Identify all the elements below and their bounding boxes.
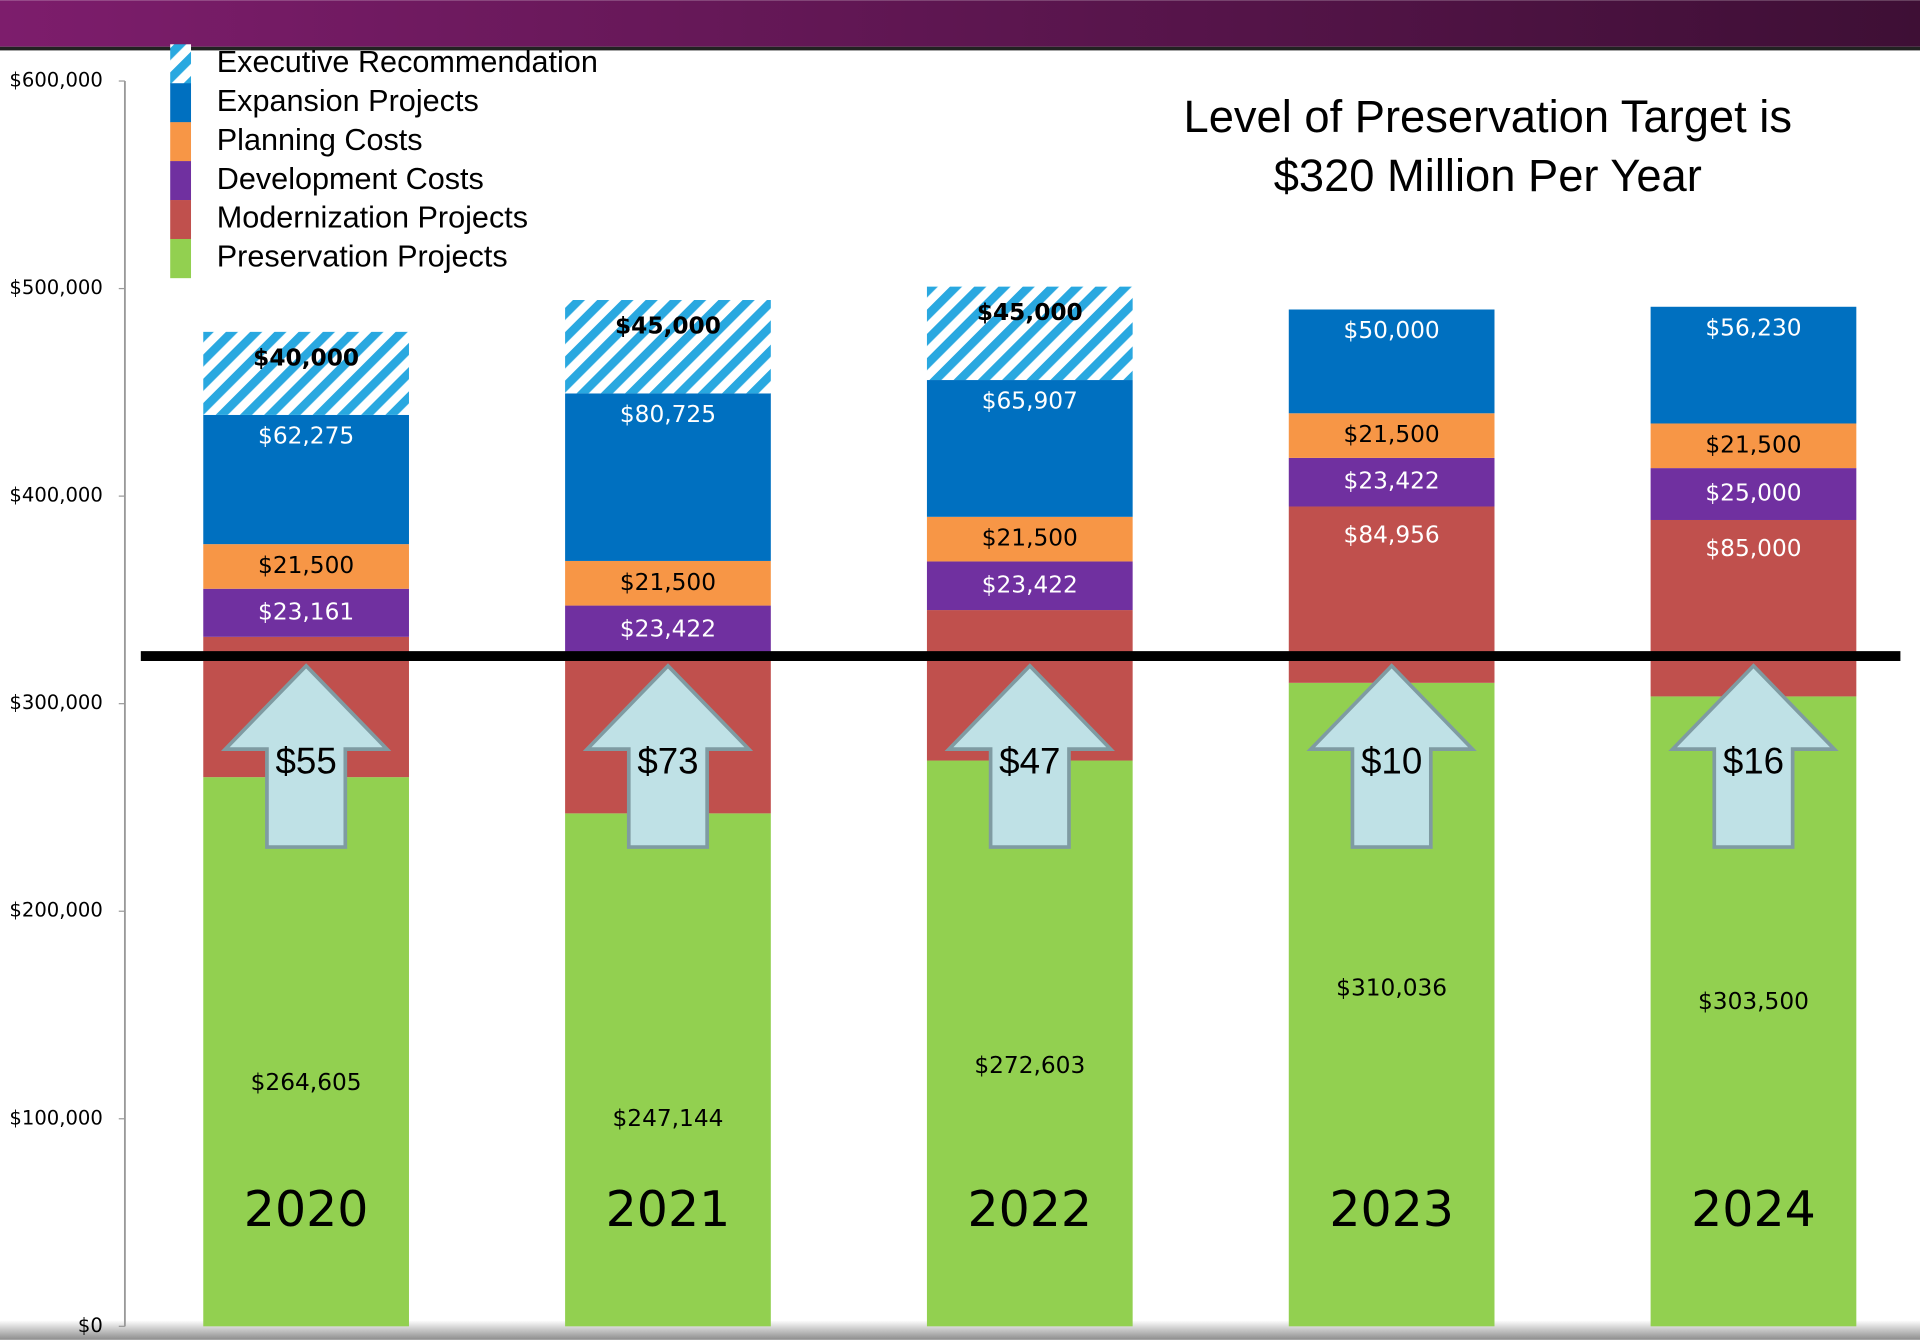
data-label: $85,000 [1705, 535, 1801, 562]
header-bar [0, 0, 1920, 47]
legend-swatch [170, 238, 192, 279]
category-label: 2023 [1329, 1181, 1454, 1238]
bar-segment [203, 544, 409, 589]
data-label: $21,500 [620, 569, 716, 596]
data-label: $25,000 [1705, 480, 1801, 507]
legend-label: Preservation Projects [217, 240, 508, 274]
category-label: 2021 [606, 1181, 731, 1238]
legend-swatch [170, 200, 192, 240]
legend-label: Development Costs [217, 162, 484, 196]
data-label: $45,000 [977, 299, 1083, 326]
y-tick-label: $600,000 [9, 69, 102, 92]
bar-segment [926, 380, 1133, 517]
data-label: $21,500 [258, 552, 354, 579]
y-tick-label: $400,000 [9, 484, 102, 507]
arrow-label: $55 [275, 740, 336, 781]
bar-segment [203, 777, 409, 1327]
data-label: $21,500 [1344, 421, 1440, 448]
arrow [1306, 663, 1477, 849]
legend-swatch [170, 44, 192, 84]
bar-segment [926, 286, 1133, 381]
bar-segment [1288, 309, 1495, 414]
data-label: $247,144 [612, 1105, 723, 1132]
annotation: $320 Million Per Year [1274, 150, 1702, 201]
legend-swatch [170, 122, 192, 162]
category-label: 2020 [244, 1181, 369, 1238]
data-label: $23,422 [1344, 468, 1440, 495]
bar-segment [203, 588, 409, 637]
header-rule [0, 46, 1920, 51]
data-label: $23,161 [258, 598, 354, 625]
arrow [944, 663, 1115, 849]
arrow-label: $73 [637, 740, 698, 781]
y-tick-label: $100,000 [9, 1106, 102, 1129]
y-tick-label: $0 [78, 1314, 103, 1337]
data-label: $310,036 [1336, 974, 1447, 1001]
data-label: $50,000 [1344, 317, 1440, 344]
data-label: $23,422 [982, 571, 1078, 598]
legend-swatch [170, 161, 192, 201]
legend-label: Modernization Projects [217, 201, 528, 235]
data-label: $45,000 [615, 312, 721, 339]
bar-segment [565, 605, 771, 655]
data-label: $80,725 [620, 401, 716, 428]
bar-segment [926, 561, 1133, 611]
data-label: $23,422 [620, 615, 716, 642]
legend-label: Expansion Projects [217, 84, 479, 118]
bar-segment [565, 300, 771, 394]
y-tick-label: $200,000 [9, 899, 102, 922]
data-label: $303,500 [1698, 988, 1809, 1015]
data-label: $56,230 [1705, 314, 1801, 341]
bar-segment [1288, 457, 1495, 507]
bar-segment [565, 560, 771, 606]
category-label: 2024 [1691, 1181, 1816, 1238]
data-label: $272,603 [974, 1052, 1085, 1079]
data-label: $62,275 [258, 422, 354, 449]
arrow [582, 663, 754, 849]
legend-label: Planning Costs [217, 123, 423, 157]
data-label: $21,500 [982, 525, 1078, 552]
arrow-label: $47 [999, 740, 1060, 781]
bar-segment [203, 414, 409, 545]
bar-segment [1650, 423, 1857, 469]
data-label: $264,605 [251, 1069, 362, 1096]
legend-label: Executive Recommendation [217, 45, 598, 79]
category-label: 2022 [967, 1181, 1092, 1238]
y-tick-label: $300,000 [9, 691, 102, 714]
annotation: Level of Preservation Target is [1184, 91, 1792, 142]
arrow-label: $16 [1723, 740, 1784, 781]
bar-segment [565, 813, 771, 1327]
arrow [220, 663, 392, 849]
bar-segment [926, 760, 1133, 1327]
arrow [1668, 663, 1839, 849]
data-label: $40,000 [253, 344, 359, 371]
bar-segment [203, 331, 409, 415]
bar-segment [565, 393, 771, 561]
bar-segment [1288, 413, 1495, 458]
legend-swatch [170, 83, 192, 123]
data-label: $65,907 [982, 388, 1078, 415]
data-label: $21,500 [1705, 431, 1801, 458]
bar-segment [1650, 306, 1857, 424]
arrow-label: $10 [1361, 740, 1422, 781]
bar-segment [926, 516, 1133, 562]
data-label: $84,956 [1344, 521, 1440, 548]
y-tick-label: $500,000 [9, 276, 102, 299]
bar-segment [1650, 468, 1857, 520]
